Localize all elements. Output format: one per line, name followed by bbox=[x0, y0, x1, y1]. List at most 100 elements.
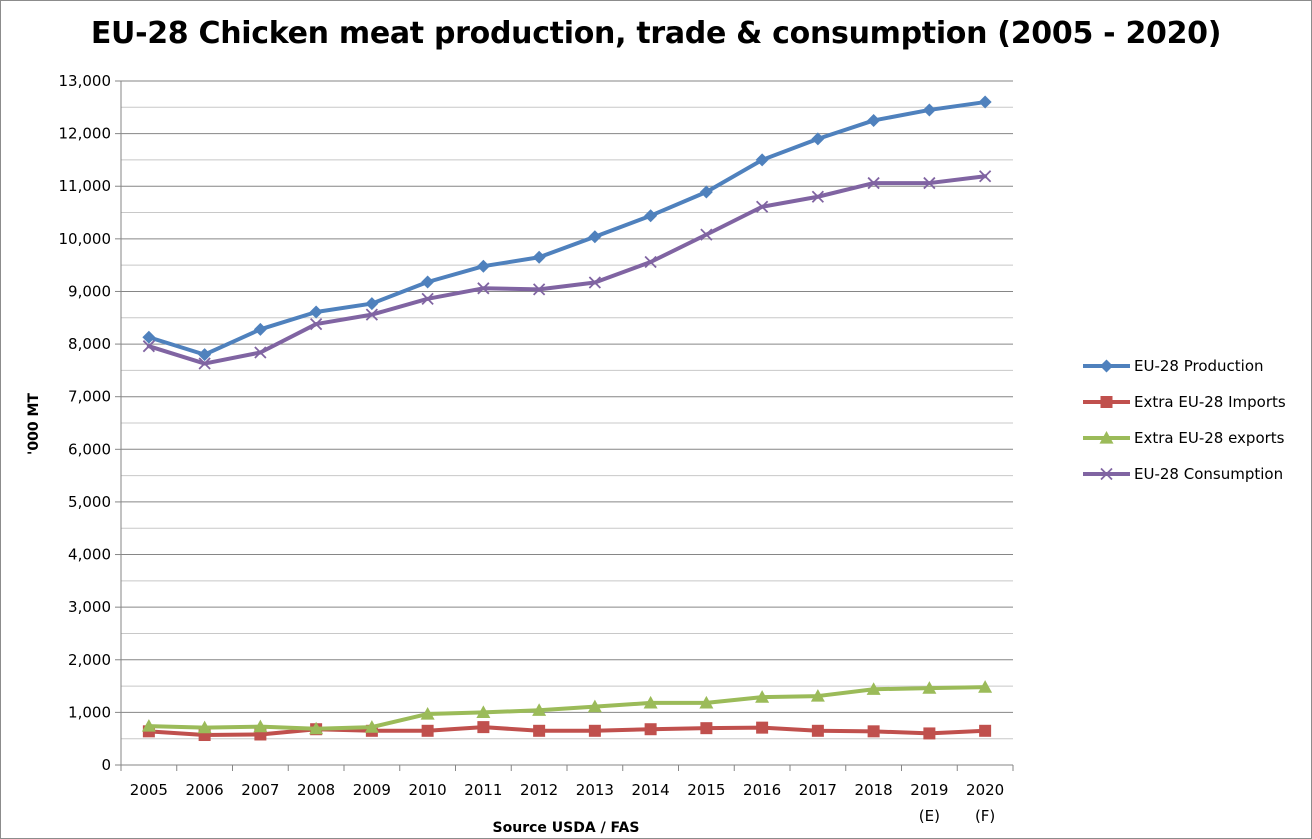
series-line-eu-28-production bbox=[146, 100, 988, 357]
data-point-x bbox=[198, 357, 211, 370]
data-point-x-stroke bbox=[254, 346, 267, 359]
data-point-diamond bbox=[253, 322, 267, 336]
data-point-triangle bbox=[141, 719, 156, 732]
legend-label: Extra EU-28 Imports bbox=[1134, 393, 1286, 411]
series-line-extra-eu-28-exports bbox=[146, 685, 988, 731]
data-point-x-stroke bbox=[923, 176, 936, 190]
data-point-triangle bbox=[755, 690, 770, 703]
data-point-square bbox=[979, 724, 992, 737]
data-point-square bbox=[1100, 396, 1113, 408]
y-tick-label: 13,000 bbox=[59, 72, 112, 90]
y-tick-label: 4,000 bbox=[68, 546, 111, 564]
data-point-diamond bbox=[644, 209, 658, 223]
data-point-diamond bbox=[978, 95, 992, 109]
x-tick-label: 2014 bbox=[632, 781, 670, 799]
series-eu-28-consumption bbox=[142, 170, 992, 370]
data-point-square bbox=[756, 721, 769, 734]
x-tick-label: 2009 bbox=[353, 781, 391, 799]
x-tick-label: 2013 bbox=[576, 781, 614, 799]
data-point-square bbox=[644, 723, 657, 736]
legend-label: EU-28 Production bbox=[1134, 357, 1264, 375]
data-point-x-stroke bbox=[644, 255, 657, 269]
data-point-diamond bbox=[588, 230, 602, 244]
series-extra-eu-28-imports bbox=[142, 721, 992, 742]
y-axis-label: '000 MT bbox=[26, 393, 42, 455]
data-point-x bbox=[254, 346, 267, 359]
x-tick-label: 2008 bbox=[297, 781, 335, 799]
legend-label: Extra EU-28 exports bbox=[1134, 429, 1285, 447]
data-point-x-stroke bbox=[811, 190, 825, 203]
legend-item-eu-28-production: EU-28 Production bbox=[1083, 357, 1264, 375]
data-point-square bbox=[923, 727, 936, 740]
data-point-diamond bbox=[365, 297, 379, 311]
x-tick-label: 2011 bbox=[464, 781, 502, 799]
data-point-square bbox=[700, 722, 713, 735]
data-point-triangle bbox=[643, 695, 658, 709]
data-point-x bbox=[755, 200, 769, 213]
data-point-diamond bbox=[309, 305, 323, 319]
data-point-x bbox=[700, 228, 713, 241]
x-tick-label: 2017 bbox=[799, 781, 837, 799]
y-tick-label: 2,000 bbox=[68, 651, 111, 669]
y-tick-label: 7,000 bbox=[68, 388, 111, 406]
data-point-x-stroke bbox=[700, 228, 713, 241]
data-point-diamond bbox=[142, 330, 156, 344]
data-point-x-stroke bbox=[309, 317, 323, 331]
x-tick-label: 2010 bbox=[409, 781, 447, 799]
y-tick-label: 5,000 bbox=[68, 493, 111, 511]
data-point-triangle bbox=[1099, 431, 1114, 444]
series-extra-eu-28-exports bbox=[141, 680, 993, 735]
data-point-triangle bbox=[197, 720, 212, 734]
data-point-diamond bbox=[699, 185, 713, 199]
data-point-x bbox=[644, 255, 657, 269]
data-point-triangle bbox=[476, 705, 491, 718]
data-point-x bbox=[142, 340, 156, 353]
data-point-triangle bbox=[699, 695, 714, 709]
x-tick-label: 2015 bbox=[687, 781, 725, 799]
data-point-x-stroke bbox=[1100, 467, 1113, 481]
y-tick-label: 10,000 bbox=[59, 230, 112, 248]
data-point-triangle bbox=[978, 680, 993, 693]
legend-item-extra-eu-28-exports: Extra EU-28 exports bbox=[1083, 429, 1285, 447]
data-point-triangle bbox=[866, 682, 881, 695]
data-point-x bbox=[978, 170, 992, 183]
y-tick-label: 8,000 bbox=[68, 335, 111, 353]
x-tick-label: 2006 bbox=[186, 781, 224, 799]
y-tick-label: 1,000 bbox=[68, 703, 111, 721]
data-point-x bbox=[867, 176, 880, 190]
data-point-x bbox=[588, 276, 602, 289]
data-point-triangle bbox=[810, 689, 825, 702]
data-point-x-stroke bbox=[867, 176, 880, 190]
data-point-square bbox=[477, 721, 490, 734]
data-point-x bbox=[923, 176, 936, 190]
data-point-x-stroke bbox=[198, 357, 211, 370]
data-point-square bbox=[867, 725, 880, 738]
y-tick-label: 3,000 bbox=[68, 598, 111, 616]
data-point-x bbox=[365, 308, 379, 321]
data-point-square bbox=[811, 724, 824, 737]
data-point-diamond bbox=[476, 259, 490, 273]
chart-title: EU-28 Chicken meat production, trade & c… bbox=[90, 16, 1222, 51]
data-point-x-stroke bbox=[142, 340, 156, 353]
data-point-square bbox=[421, 724, 434, 737]
series-line-eu-28-consumption bbox=[146, 174, 988, 366]
data-point-x-stroke bbox=[532, 283, 546, 296]
data-point-x-stroke bbox=[755, 200, 769, 213]
y-tick-label: 12,000 bbox=[59, 125, 112, 143]
data-point-x-stroke bbox=[365, 308, 379, 321]
x-tick-label: 2019 bbox=[910, 781, 948, 799]
data-point-triangle bbox=[309, 721, 324, 735]
data-point-diamond bbox=[198, 348, 212, 362]
data-point-diamond bbox=[867, 113, 881, 127]
x-axis-label: Source USDA / FAS bbox=[493, 820, 640, 836]
data-point-x bbox=[811, 190, 825, 203]
x-tick-label: 2007 bbox=[241, 781, 279, 799]
data-point-x bbox=[477, 282, 490, 295]
data-point-diamond bbox=[755, 153, 769, 167]
x-tick-sublabel: (E) bbox=[919, 807, 940, 825]
y-tick-label: 11,000 bbox=[59, 177, 112, 195]
data-point-diamond bbox=[532, 250, 546, 264]
data-point-triangle bbox=[532, 703, 547, 716]
x-tick-sublabel: (F) bbox=[975, 807, 995, 825]
